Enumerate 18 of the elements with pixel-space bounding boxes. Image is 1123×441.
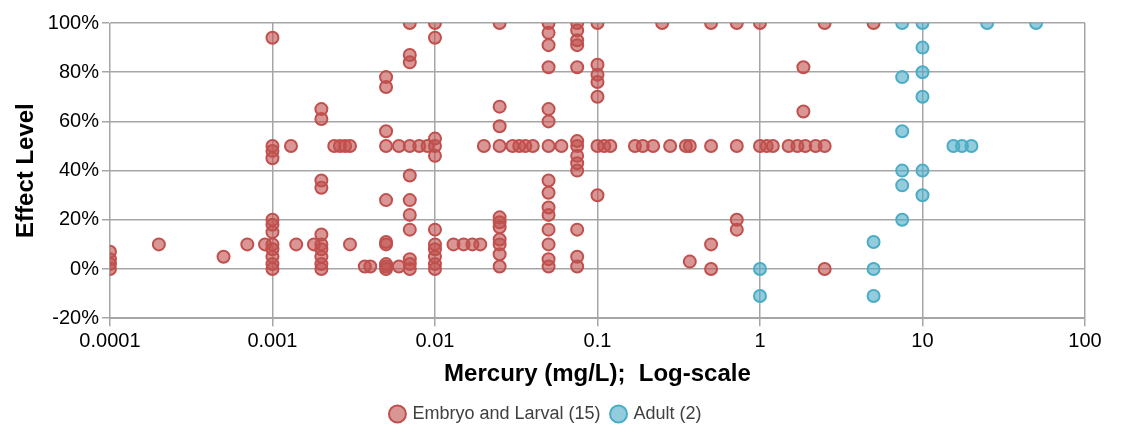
legend-label: Adult (2) [633,402,702,423]
y-tick-label: 100% [47,10,100,33]
y-tick-label: -20% [52,305,100,328]
x-axis-title: Mercury (mg/L); Log-scale [444,359,751,387]
x-tick-label: 0.001 [247,328,298,351]
x-tick-label: 0.01 [415,328,455,351]
x-tick-label: 1 [754,328,766,351]
y-tick-label: 60% [58,108,100,131]
x-tick-label: 100 [1068,328,1102,351]
y-axis-title: Effect Level [11,103,39,238]
x-tick-label: 10 [911,328,934,351]
y-tick-label: 0% [70,256,100,279]
y-tick-label: 80% [58,59,100,82]
x-tick-label: 0.1 [583,328,612,351]
y-tick-label: 20% [58,207,100,230]
x-tick-label: 0.0001 [79,328,141,351]
y-tick-label: 40% [58,158,100,181]
legend-label: Embryo and Larval (15) [412,402,601,423]
